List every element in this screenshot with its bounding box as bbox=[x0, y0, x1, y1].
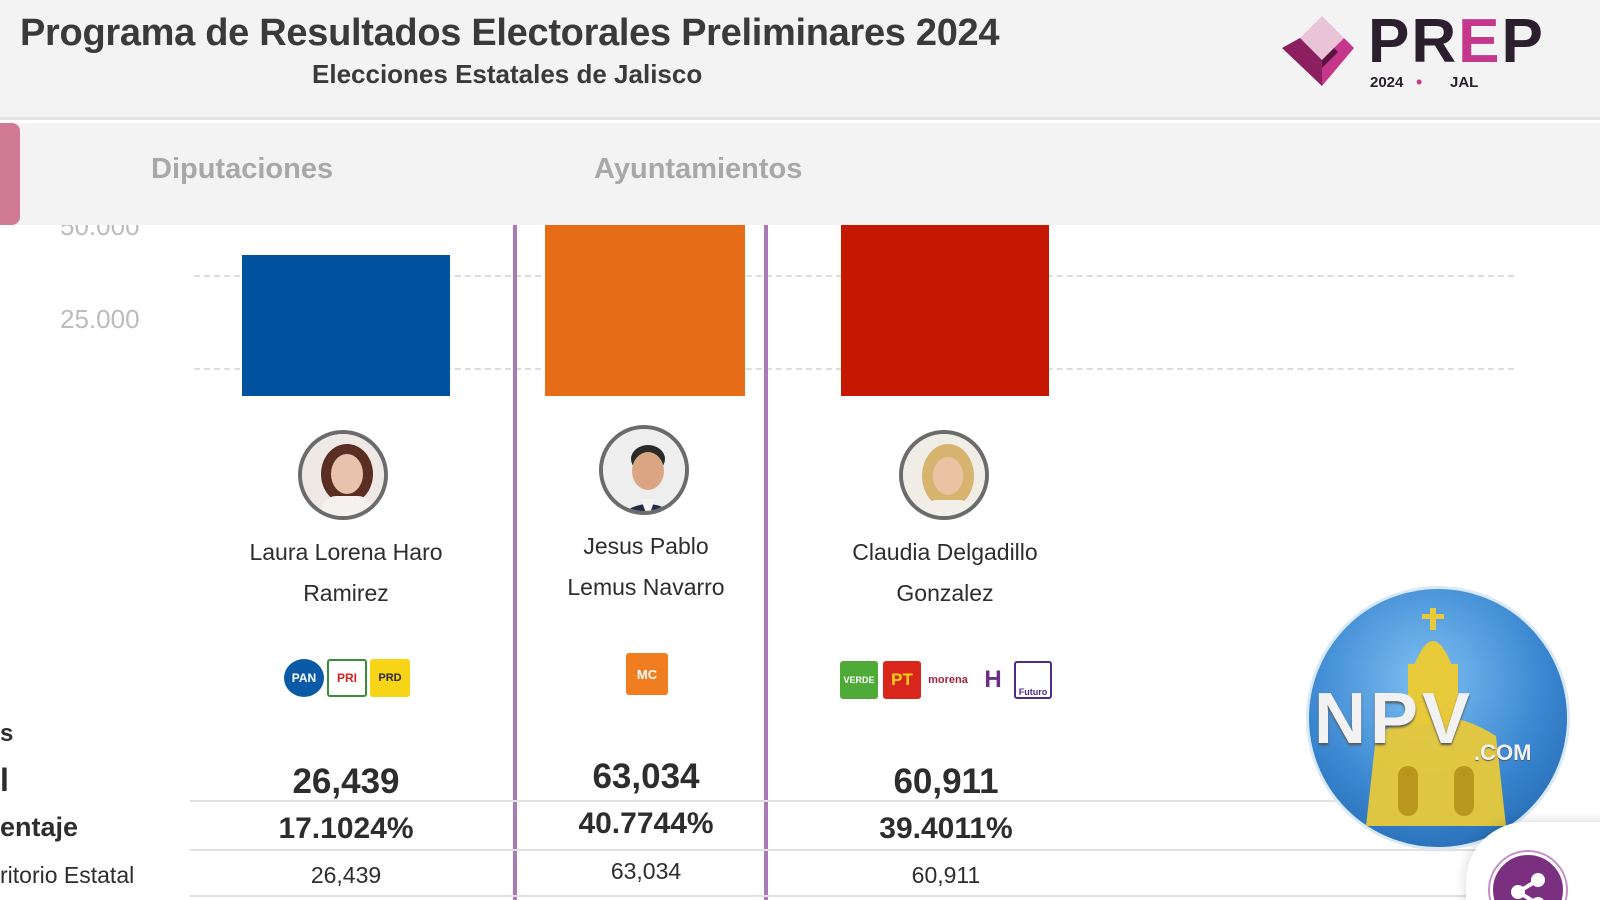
cathedral-icon bbox=[1366, 608, 1506, 826]
party-logo-futuro: Futuro bbox=[1014, 661, 1052, 699]
y-tick-25000: 25.000 bbox=[60, 304, 140, 334]
votes-territorial-haro: 26,439 bbox=[310, 862, 382, 888]
bar-delgadillo[interactable] bbox=[841, 225, 1049, 396]
party-logo-pri: PRI bbox=[327, 659, 367, 697]
votes-territorial-delgadillo: 60,911 bbox=[911, 862, 981, 888]
page-title: Programa de Resultados Electorales Preli… bbox=[20, 12, 1000, 54]
party-logo-hagamos: H bbox=[975, 661, 1011, 699]
party-logo-pt: PT bbox=[883, 661, 921, 699]
votes-territorial-lemus: 63,034 bbox=[610, 858, 682, 884]
table-row-divider bbox=[190, 849, 1510, 851]
header: Programa de Resultados Electorales Preli… bbox=[0, 0, 1600, 120]
candidate-name-haro: Laura Lorena Haro Ramirez bbox=[249, 539, 443, 606]
votes-total-haro: 26,439 bbox=[292, 762, 400, 801]
person-avatar-icon bbox=[903, 434, 985, 516]
row-label-territorio: ritorio Estatal bbox=[0, 862, 135, 888]
tab-ayuntamientos[interactable]: Ayuntamientos bbox=[594, 153, 803, 185]
prep-logo-year: 2024 bbox=[1370, 74, 1404, 91]
party-logo-pan: PAN bbox=[284, 659, 324, 697]
column-divider bbox=[513, 225, 517, 900]
table-row-divider bbox=[190, 895, 1510, 897]
tab-bar: Diputaciones Ayuntamientos bbox=[0, 123, 1600, 225]
candidate-photo-delgadillo bbox=[899, 430, 989, 520]
person-avatar-icon bbox=[302, 434, 384, 516]
percentage-delgadillo: 39.4011% bbox=[879, 812, 1013, 845]
npv-watermark-logo: NPV .COM bbox=[1306, 586, 1570, 850]
votes-total-lemus: 63,034 bbox=[592, 757, 700, 796]
row-label-total: l bbox=[0, 762, 9, 798]
party-logo-prd: PRD bbox=[370, 659, 410, 697]
votes-total-delgadillo: 60,911 bbox=[893, 762, 999, 801]
row-label-partial: s bbox=[0, 720, 14, 747]
tab-active-indicator bbox=[0, 123, 20, 225]
prep-logo-state: JAL bbox=[1450, 74, 1479, 91]
party-logo-morena: morena bbox=[924, 661, 972, 699]
npv-wordmark-suffix: .COM bbox=[1474, 740, 1532, 765]
tab-diputaciones[interactable]: Diputaciones bbox=[151, 153, 334, 185]
prep-logo-mark-icon bbox=[1282, 16, 1354, 86]
table-row-divider bbox=[190, 800, 1510, 802]
row-label-porcentaje: entaje bbox=[0, 812, 79, 842]
percentage-lemus: 40.7744% bbox=[578, 807, 714, 840]
person-avatar-icon bbox=[603, 429, 685, 511]
bar-lemus[interactable] bbox=[545, 225, 745, 396]
bar-haro[interactable] bbox=[242, 254, 450, 396]
npv-wordmark: NPV bbox=[1314, 679, 1475, 759]
results-bar-chart: 50.000 25.000 bbox=[0, 225, 1600, 415]
candidate-name-lemus: Jesus Pablo Lemus Navarro bbox=[567, 533, 725, 600]
page-subtitle: Elecciones Estatales de Jalisco bbox=[312, 59, 703, 89]
party-logo-verde: VERDE bbox=[840, 661, 878, 699]
share-icon bbox=[1511, 873, 1545, 900]
share-button[interactable] bbox=[1490, 852, 1566, 900]
candidate-name-delgadillo: Claudia Delgadillo Gonzalez bbox=[852, 539, 1038, 606]
candidate-photo-haro bbox=[298, 430, 388, 520]
candidate-photo-lemus bbox=[599, 425, 689, 515]
y-tick-50000: 50.000 bbox=[60, 225, 140, 241]
percentage-haro: 17.1024% bbox=[278, 812, 414, 845]
party-logo-mc: MC bbox=[626, 653, 668, 695]
prep-logo: PREP 2024 • JAL bbox=[1282, 8, 1572, 94]
prep-logo-text: PREP bbox=[1368, 7, 1545, 76]
prep-logo-separator: • bbox=[1416, 72, 1423, 92]
column-divider bbox=[764, 225, 768, 900]
